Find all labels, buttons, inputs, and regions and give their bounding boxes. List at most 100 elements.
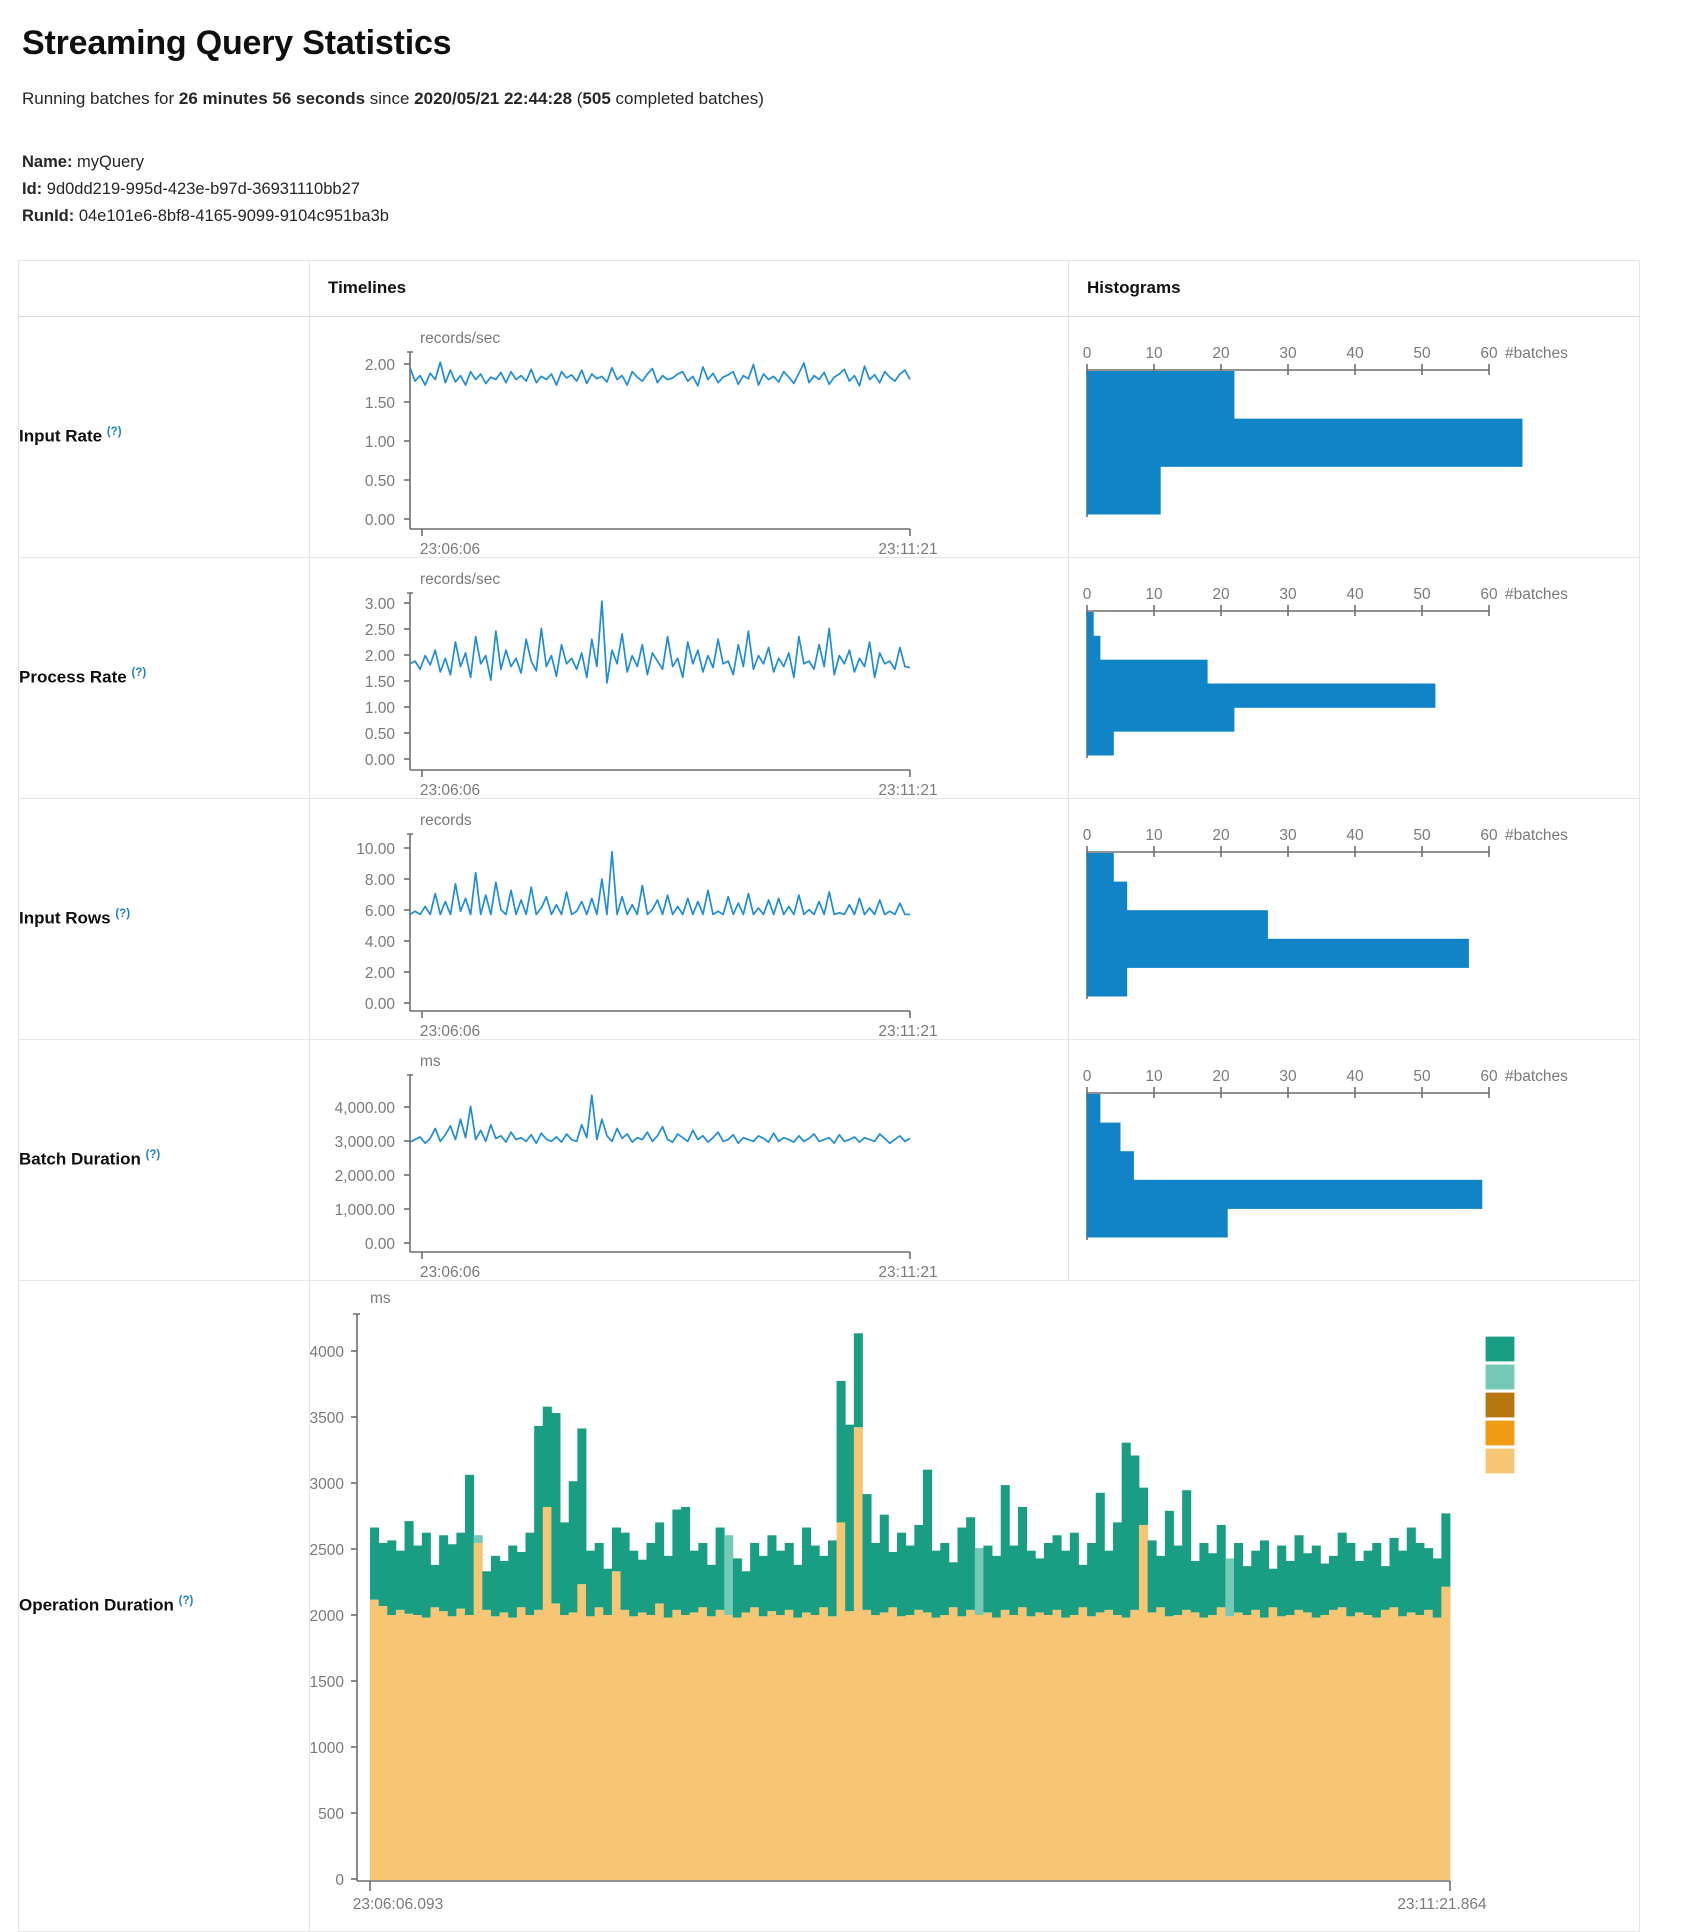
stacked-bar-segment	[586, 1550, 596, 1616]
stacked-bar-segment	[465, 1474, 475, 1615]
legend-swatch[interactable]	[1484, 1419, 1516, 1447]
svg-text:40: 40	[1346, 827, 1364, 844]
svg-text:10: 10	[1145, 1068, 1163, 1085]
svg-text:40: 40	[1346, 586, 1364, 603]
stacked-bar-segment	[1432, 1617, 1442, 1880]
table-head: Timelines Histograms	[18, 259, 1640, 317]
stacked-bar-segment	[922, 1612, 932, 1880]
stacked-bar-segment	[447, 1543, 457, 1616]
svg-text:0: 0	[1083, 1068, 1092, 1085]
stacked-bar-segment	[594, 1542, 604, 1607]
help-icon[interactable]: (?)	[178, 1595, 194, 1608]
histogram-bar	[1087, 730, 1114, 756]
input-rate-histogram-chart: 0 10 20 30 40 50 60 #batches	[1083, 345, 1568, 517]
table-row: Batch Duration (?) ms 4,000.00 3,000.00 …	[18, 1038, 1640, 1281]
cell-histogram-input-rows: 0 10 20 30 40 50 60 #batches	[1068, 797, 1640, 1040]
stacked-bar-segment	[1285, 1614, 1295, 1880]
stacked-bar-segment	[370, 1527, 380, 1600]
stacked-bar-segment	[1147, 1612, 1157, 1880]
timeline-series	[409, 1094, 911, 1144]
svg-text:10: 10	[1145, 586, 1163, 603]
running-batches-summary: Running batches for 26 minutes 56 second…	[22, 89, 1671, 109]
help-icon[interactable]: (?)	[115, 908, 131, 921]
svg-text:2,000.00: 2,000.00	[335, 1168, 396, 1185]
running-duration: 26 minutes 56 seconds	[178, 89, 366, 108]
table-row: Input Rate (?) records/sec 2.00 1.50 1.0…	[18, 315, 1640, 558]
y-unit-label: records/sec	[420, 571, 500, 588]
stacked-bar-segment	[784, 1542, 794, 1610]
legend-swatch[interactable]	[1484, 1363, 1516, 1391]
stacked-bar-segment	[1251, 1550, 1261, 1610]
stacked-bar-segment	[663, 1617, 673, 1880]
stacked-bar-segment	[853, 1332, 863, 1427]
help-icon[interactable]: (?)	[145, 1149, 161, 1162]
svg-text:2.00: 2.00	[365, 965, 396, 982]
stacked-bar-segment	[888, 1551, 898, 1607]
svg-text:50: 50	[1413, 1068, 1431, 1085]
histogram-bar	[1087, 909, 1268, 939]
svg-text:0.50: 0.50	[365, 726, 396, 743]
stacked-bar-segment	[421, 1532, 431, 1618]
help-icon[interactable]: (?)	[131, 667, 147, 680]
row-label-text: Process Rate	[19, 668, 127, 687]
batch-duration-histogram-chart: 0 10 20 30 40 50 60 #batches	[1083, 1068, 1568, 1240]
stacked-bar-segment	[1329, 1609, 1339, 1880]
stacked-bar-segment	[1164, 1615, 1174, 1880]
stacked-bar-segment	[525, 1614, 535, 1880]
timeline-series	[409, 361, 911, 387]
stacked-bar-segment	[1121, 1442, 1131, 1618]
hist-unit-label: #batches	[1505, 586, 1568, 603]
stacked-bar-segment	[845, 1424, 855, 1611]
stacked-bar-segment	[1303, 1552, 1313, 1613]
stacked-bar-segment	[1337, 1532, 1347, 1607]
svg-text:2.00: 2.00	[365, 357, 396, 374]
process-rate-timeline-chart: records/sec 3.00 2.50 2.00 1.50 1.00 0.5…	[365, 571, 938, 798]
svg-text:0.00: 0.00	[365, 512, 396, 529]
stacked-bar-segment	[1104, 1550, 1114, 1610]
x-tick-start: 23:06:06	[420, 541, 480, 557]
meta-id-row: Id: 9d0dd219-995d-423e-b97d-36931110bb27	[22, 176, 1671, 203]
stacked-bar-segment	[603, 1568, 613, 1615]
stacked-bar-segment	[1113, 1522, 1123, 1615]
stacked-bar-segment	[378, 1542, 388, 1606]
legend-swatch[interactable]	[1484, 1391, 1516, 1419]
stacked-bar-segment	[1182, 1489, 1192, 1610]
table-row: Process Rate (?) records/sec 3.00 2.50 2…	[18, 556, 1640, 799]
cell-histogram-batch-duration: 0 10 20 30 40 50 60 #batches	[1068, 1038, 1640, 1281]
stacked-bar-segment	[1052, 1534, 1062, 1610]
stacked-bar-segment	[793, 1564, 803, 1618]
legend-swatch[interactable]	[1484, 1335, 1516, 1363]
stacked-bar-segment	[1199, 1542, 1209, 1618]
svg-text:500: 500	[318, 1806, 344, 1823]
hist-unit-label: #batches	[1505, 827, 1568, 844]
stacked-bar-segment	[1346, 1542, 1356, 1616]
stacked-bar-segment	[1277, 1615, 1287, 1880]
batches-open-paren: (	[572, 89, 583, 108]
stacked-bar-segment	[983, 1545, 993, 1613]
stacked-bar-segment	[1104, 1609, 1114, 1880]
meta-id-key: Id:	[22, 179, 43, 198]
svg-text:50: 50	[1413, 827, 1431, 844]
help-icon[interactable]: (?)	[106, 426, 122, 439]
legend-swatch[interactable]	[1484, 1447, 1516, 1475]
stacked-bar-segment	[845, 1610, 855, 1880]
cell-timeline-batch-duration: ms 4,000.00 3,000.00 2,000.00 1,000.00 0…	[309, 1038, 1069, 1281]
svg-text:0.00: 0.00	[365, 752, 396, 769]
stacked-bar-segment	[1156, 1555, 1166, 1607]
stacked-bar-segment	[370, 1599, 380, 1880]
stacked-bar-segment	[1009, 1614, 1019, 1880]
stacked-bar-segment	[871, 1542, 881, 1615]
histogram-bar	[1087, 1179, 1483, 1209]
svg-text:0.00: 0.00	[365, 996, 396, 1013]
cell-histogram-process-rate: 0 10 20 30 40 50 60 #batches	[1068, 556, 1640, 799]
table-body: Input Rate (?) records/sec 2.00 1.50 1.0…	[18, 315, 1640, 1932]
stacked-bar-segment	[750, 1606, 760, 1880]
stacked-bar-segment	[499, 1612, 509, 1880]
stacked-bar-segment	[568, 1612, 578, 1880]
stacked-bar-segment	[387, 1540, 397, 1615]
cell-timeline-process-rate: records/sec 3.00 2.50 2.00 1.50 1.00 0.5…	[309, 556, 1069, 799]
hist-x-ticks: 0 10 20 30 40 50 60	[1083, 1068, 1498, 1098]
cell-histogram-input-rate: 0 10 20 30 40 50 60 #batches	[1068, 315, 1640, 558]
svg-text:50: 50	[1413, 586, 1431, 603]
stacked-bar-segment	[1441, 1513, 1451, 1587]
